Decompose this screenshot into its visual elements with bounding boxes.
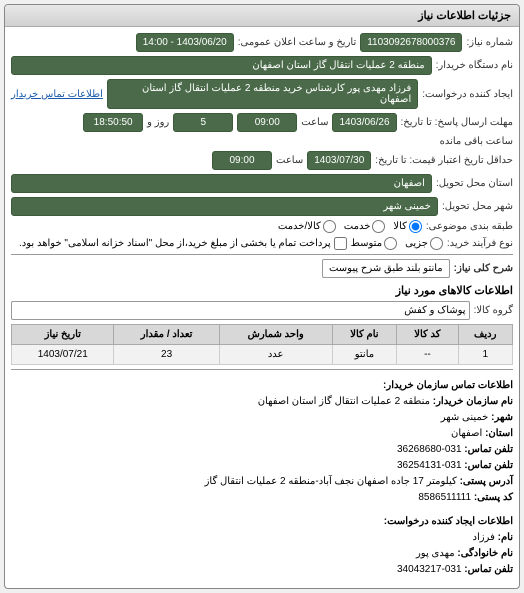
- buyer-contact-title: اطلاعات تماس سازمان خریدار:: [383, 380, 513, 391]
- validity-label: حداقل تاریخ اعتبار قیمت: تا تاریخ:: [375, 155, 513, 166]
- buyer-org-value: منطقه 2 عملیات انتقال گاز استان اصفهان: [258, 396, 430, 407]
- process-partial-radio[interactable]: [430, 237, 443, 250]
- announce-label: تاریخ و ساعت اعلان عمومی:: [238, 37, 357, 48]
- cell-row-no: 1: [458, 345, 512, 365]
- province-label: استان محل تحویل:: [436, 178, 513, 189]
- col-qty: تعداد / مقدار: [114, 325, 219, 345]
- validity-date-field: 1403/07/30: [307, 151, 371, 170]
- buyer-city-label: شهر:: [491, 412, 513, 423]
- buyer-phone-value: 031-36268680: [397, 444, 462, 455]
- items-table-header-row: ردیف کد کالا نام کالا واحد شمارش تعداد /…: [12, 325, 513, 345]
- cell-item-code: --: [397, 345, 458, 365]
- need-desc-label: شرح کلی نیاز:: [454, 263, 513, 274]
- buyer-label: نام دستگاه خریدار:: [436, 60, 513, 71]
- buyer-fax-value: 031-36254131: [397, 460, 462, 471]
- separator-1: [11, 254, 513, 255]
- col-unit: واحد شمارش: [219, 325, 332, 345]
- subject-service-option[interactable]: خدمت: [344, 220, 386, 233]
- province-field: اصفهان: [11, 174, 432, 193]
- details-panel: جزئیات اطلاعات نیاز شماره نیاز: 11030926…: [4, 4, 520, 589]
- requester-lname-value: مهدی پور: [416, 548, 455, 559]
- requester-label: ایجاد کننده درخواست:: [422, 89, 513, 100]
- process-medium-option[interactable]: متوسط: [351, 237, 397, 250]
- city-field: خمینی شهر: [11, 197, 438, 216]
- announce-field: 1403/06/20 - 14:00: [136, 33, 234, 52]
- col-item-code: کد کالا: [397, 325, 458, 345]
- requester-phone-value: 031-34043217: [397, 564, 462, 575]
- items-table: ردیف کد کالا نام کالا واحد شمارش تعداد /…: [11, 324, 513, 365]
- treasury-checkbox-label[interactable]: پرداخت تمام یا بخشی از مبلغ خرید،از محل …: [19, 237, 347, 250]
- reply-time-field: 09:00: [237, 113, 297, 132]
- buyer-city-value: خمینی شهر: [441, 412, 489, 423]
- subject-goods-option[interactable]: کالا: [393, 220, 422, 233]
- reply-deadline-label: مهلت ارسال پاسخ: تا تاریخ:: [401, 117, 513, 128]
- process-medium-text: متوسط: [351, 238, 382, 249]
- panel-body: شماره نیاز: 1103092678000376 تاریخ و ساع…: [5, 27, 519, 588]
- buyer-field: منطقه 2 عملیات انتقال گاز استان اصفهان: [11, 56, 432, 75]
- need-desc-field: مانتو بلند طبق شرح پیوست: [322, 259, 450, 278]
- buyer-org-label: نام سازمان خریدار:: [433, 396, 513, 407]
- process-partial-text: جزیی: [405, 238, 428, 249]
- buyer-province-label: استان:: [485, 428, 513, 439]
- days-field: 5: [173, 113, 233, 132]
- items-section-title: اطلاعات کالاهای مورد نیاز: [11, 284, 513, 297]
- table-row[interactable]: 1 -- مانتو عدد 23 1403/07/21: [12, 345, 513, 365]
- subject-both-text: کالا/خدمت: [278, 221, 321, 232]
- cell-need-date: 1403/07/21: [12, 345, 114, 365]
- subject-goods-text: کالا: [393, 221, 407, 232]
- reply-date-field: 1403/06/26: [332, 113, 396, 132]
- col-item-name: نام کالا: [332, 325, 397, 345]
- subject-radio-group: کالا خدمت کالا/خدمت: [278, 220, 422, 233]
- requester-contact-title: اطلاعات ایجاد کننده درخواست:: [384, 516, 513, 527]
- buyer-fax-label: تلفن تماس:: [464, 460, 513, 471]
- panel-title: جزئیات اطلاعات نیاز: [5, 5, 519, 27]
- need-no-field: 1103092678000376: [360, 33, 462, 52]
- cell-unit: عدد: [219, 345, 332, 365]
- time-label-2: ساعت: [276, 155, 303, 166]
- remain-time-field: 18:50:50: [83, 113, 143, 132]
- buyer-phone-label: تلفن تماس:: [464, 444, 513, 455]
- subject-service-text: خدمت: [344, 221, 371, 232]
- requester-fname-label: نام:: [498, 532, 513, 543]
- cell-qty: 23: [114, 345, 219, 365]
- requester-lname-label: نام خانوادگی:: [457, 548, 513, 559]
- time-label-1: ساعت: [301, 117, 328, 128]
- validity-time-field: 09:00: [212, 151, 272, 170]
- cell-item-name: مانتو: [332, 345, 397, 365]
- buyer-postal-value: 8586511111: [418, 492, 471, 503]
- process-medium-radio[interactable]: [384, 237, 397, 250]
- requester-field: فرزاد مهدی پور کارشناس خرید منطقه 2 عملی…: [107, 79, 418, 109]
- treasury-note-text: پرداخت تمام یا بخشی از مبلغ خرید،از محل …: [19, 238, 331, 249]
- subject-both-radio[interactable]: [323, 220, 336, 233]
- buyer-address-label: آدرس پستی:: [460, 476, 513, 487]
- treasury-checkbox[interactable]: [334, 237, 347, 250]
- process-radio-group: جزیی متوسط: [351, 237, 443, 250]
- subject-both-option[interactable]: کالا/خدمت: [278, 220, 336, 233]
- need-no-label: شماره نیاز:: [466, 37, 513, 48]
- buyer-address-value: کیلومتر 17 جاده اصفهان نجف آباد-منطقه 2 …: [205, 476, 457, 487]
- remain-label: ساعت باقی مانده: [440, 136, 513, 147]
- process-partial-option[interactable]: جزیی: [405, 237, 443, 250]
- col-row-no: ردیف: [458, 325, 512, 345]
- buyer-postal-label: کد پستی:: [474, 492, 513, 503]
- requester-fname-value: فرزاد: [473, 532, 495, 543]
- separator-2: [11, 369, 513, 370]
- group-search-input[interactable]: [11, 301, 470, 320]
- buyer-province-value: اصفهان: [451, 428, 482, 439]
- group-label: گروه کالا:: [474, 305, 513, 316]
- buyer-contact-block: اطلاعات تماس سازمان خریدار: نام سازمان خ…: [11, 374, 513, 510]
- requester-phone-label: تلفن تماس:: [464, 564, 513, 575]
- contact-link[interactable]: اطلاعات تماس خریدار: [11, 89, 103, 100]
- process-type-label: نوع فرآیند خرید:: [447, 238, 513, 249]
- subject-service-radio[interactable]: [372, 220, 385, 233]
- subject-goods-radio[interactable]: [409, 220, 422, 233]
- subject-type-label: طبقه بندی موضوعی:: [426, 221, 513, 232]
- days-label: روز و: [147, 117, 169, 128]
- requester-contact-block: اطلاعات ایجاد کننده درخواست: نام: فرزاد …: [11, 510, 513, 582]
- city-label: شهر محل تحویل:: [442, 201, 513, 212]
- col-need-date: تاریخ نیاز: [12, 325, 114, 345]
